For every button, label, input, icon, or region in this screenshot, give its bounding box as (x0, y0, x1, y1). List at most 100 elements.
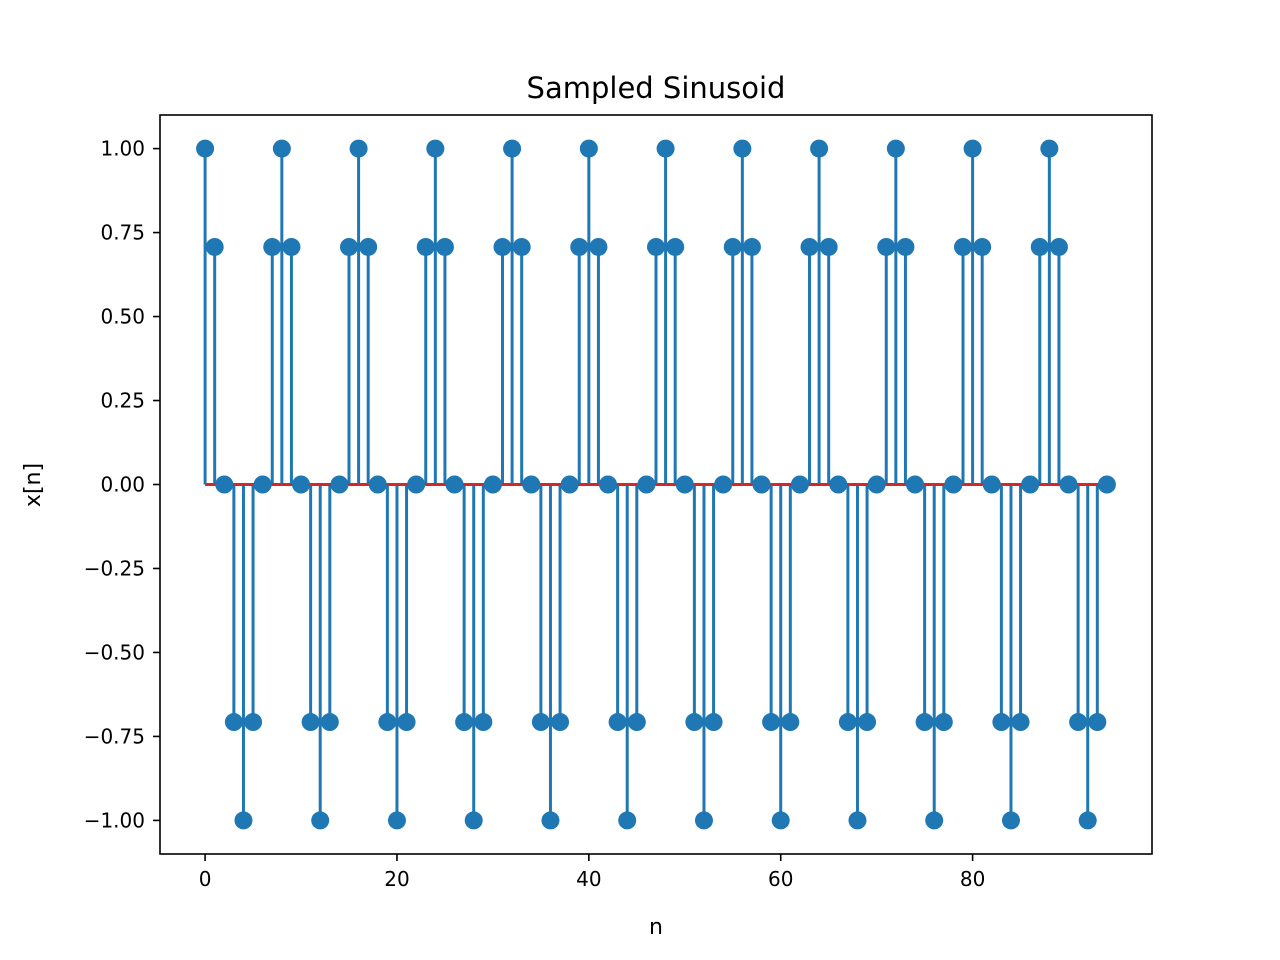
y-tick-label: 1.00 (100, 137, 145, 161)
y-tick-label: −0.75 (84, 724, 145, 748)
stem-marker (810, 139, 829, 158)
stem-marker (1059, 475, 1078, 494)
y-tick-label: −0.25 (84, 556, 145, 580)
stem-marker (320, 713, 339, 732)
stem-marker (723, 237, 742, 256)
stem-marker (819, 237, 838, 256)
stem-marker (244, 713, 263, 732)
stem-marker (339, 237, 358, 256)
stem-marker (416, 237, 435, 256)
y-axis-ticks: 1.00 0.75 0.50 0.25 0.00 −0.25 −0.50 −0.75 −1.00 (84, 137, 160, 832)
stem-marker (637, 475, 656, 494)
stem-marker (474, 713, 493, 732)
stem-marker (790, 475, 809, 494)
stem-marker (608, 713, 627, 732)
y-tick-label: −0.50 (84, 640, 145, 664)
stem-marker (838, 713, 857, 732)
stem-marker (445, 475, 464, 494)
stem-marker (1011, 713, 1030, 732)
stem-marker (464, 811, 483, 830)
stem-marker (704, 713, 723, 732)
stem-marker (551, 713, 570, 732)
stem-marker (234, 811, 253, 830)
stem-marker (982, 475, 1001, 494)
x-axis-ticks: 0 20 40 60 80 (199, 854, 985, 891)
y-tick-label: 0.25 (100, 389, 145, 413)
stem-marker (493, 237, 512, 256)
stem-marker (589, 237, 608, 256)
x-tick-label: 20 (384, 867, 409, 891)
stem-marker (301, 713, 320, 732)
stem-marker (397, 713, 416, 732)
stem-marker (675, 475, 694, 494)
stem-marker (858, 713, 877, 732)
stem-marker (992, 713, 1011, 732)
stem-marker (656, 139, 675, 158)
stem-marker (666, 237, 685, 256)
stem-marker (407, 475, 426, 494)
stem-marker (618, 811, 637, 830)
y-tick-label: 0.00 (100, 473, 145, 497)
stem-marker (1078, 811, 1097, 830)
stem-marker (272, 139, 291, 158)
stem-marker (934, 713, 953, 732)
stem-marker (503, 139, 522, 158)
stem-marker (714, 475, 733, 494)
y-tick-label: 0.75 (100, 221, 145, 245)
stem-marker (694, 811, 713, 830)
stem-marker (781, 713, 800, 732)
y-tick-label: −1.00 (84, 808, 145, 832)
stem-marker (762, 713, 781, 732)
stem-marker (378, 713, 397, 732)
stem-marker (349, 139, 368, 158)
stem-marker (733, 139, 752, 158)
stem-marker (1040, 139, 1059, 158)
stem-marker (1049, 237, 1068, 256)
stem-marker (1030, 237, 1049, 256)
x-tick-label: 80 (960, 867, 985, 891)
stem-marker (282, 237, 301, 256)
x-tick-label: 0 (199, 867, 212, 891)
stem-marker (973, 237, 992, 256)
stem-marker (435, 237, 454, 256)
stem-marker (886, 139, 905, 158)
stem-marker (359, 237, 378, 256)
stem-marker (1069, 713, 1088, 732)
stem-marker (954, 237, 973, 256)
stem-marker (925, 811, 944, 830)
stem-marker (579, 139, 598, 158)
stem-marker (215, 475, 234, 494)
stem-marker (906, 475, 925, 494)
stem-marker (368, 475, 387, 494)
stem-marker (387, 811, 406, 830)
stem-marker (944, 475, 963, 494)
stem-marker (915, 713, 934, 732)
stem-marker (426, 139, 445, 158)
stem-marker (560, 475, 579, 494)
stem-marker (752, 475, 771, 494)
stem-marker (647, 237, 665, 256)
stem-marker (685, 713, 704, 732)
stem-marker (771, 811, 790, 830)
stem-marker (848, 811, 867, 830)
stem-marker (742, 237, 761, 256)
stem-marker (1097, 475, 1116, 494)
stem-marker (541, 811, 560, 830)
stem-marker (292, 475, 311, 494)
stem-marker (1021, 475, 1040, 494)
x-tick-label: 40 (576, 867, 601, 891)
y-axis-label: x[n] (21, 463, 46, 507)
stem-marker (1088, 713, 1107, 732)
stem-lines (203, 148, 1099, 821)
stem-marker (627, 713, 646, 732)
stem-marker (512, 237, 531, 256)
stem-marker (455, 713, 474, 732)
x-axis-label: n (649, 915, 663, 940)
stem-marker (522, 475, 541, 494)
stem-marker (800, 237, 819, 256)
stem-marker (896, 237, 915, 256)
stem-marker (253, 475, 272, 494)
stem-marker (531, 713, 550, 732)
stem-marker (196, 139, 215, 158)
